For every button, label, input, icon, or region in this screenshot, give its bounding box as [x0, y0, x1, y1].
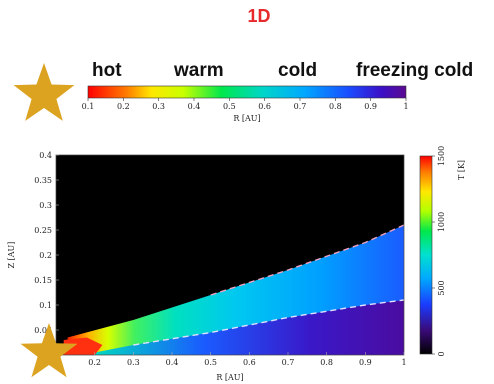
heading-1d: 1D — [247, 6, 271, 26]
heatmap-ytick-label: 0.4 — [39, 151, 52, 160]
heatmap-xtick-label: 0.2 — [88, 358, 101, 367]
star-icon — [20, 323, 78, 378]
colorbar-1d-tick-label: 0.9 — [364, 102, 377, 111]
heatmap-xtick-label: 0.7 — [282, 358, 295, 367]
colorbar-1d-ticks: 0.1 0.2 0.3 0.4 0.5 0.6 0.7 0.8 0.9 1 — [82, 98, 409, 111]
colorbar-1d-tick-label: 0.5 — [223, 102, 236, 111]
midplane-boundary-line — [133, 299, 405, 346]
heatmap-ytick-label: 0.1 — [39, 301, 52, 310]
heatmap-xtick-label: 0.6 — [243, 358, 256, 367]
label-hot: hot — [92, 60, 122, 81]
heatmap-xlabel: R [AU] — [216, 373, 243, 382]
colorbar-1d-tick-label: 0.7 — [294, 102, 307, 111]
star-icon — [13, 63, 75, 121]
colorbar-temperature-tick-label: 0 — [437, 351, 446, 356]
colorbar-temperature-label: T [K] — [457, 160, 466, 180]
colorbar-1d — [87, 85, 407, 99]
heatmap-xtick-label: 0.4 — [166, 358, 179, 367]
colorbar-temperature — [419, 155, 433, 355]
heatmap-xtick-label: 1 — [401, 358, 406, 367]
colorbar-1d-tick-label: 0.3 — [152, 102, 165, 111]
colorbar-1d-tick-label: 0.1 — [82, 102, 95, 111]
heatmap-ylabel: Z [AU] — [7, 242, 16, 269]
colorbar-1d-xlabel: R [AU] — [233, 114, 260, 123]
label-cold: cold — [278, 60, 318, 81]
colorbar-1d-tick-label: 0.2 — [117, 102, 130, 111]
colorbar-temperature-tick-label: 500 — [437, 280, 446, 295]
colorbar-1d-tick-label: 1 — [403, 102, 408, 111]
colorbar-1d-tick-label: 0.4 — [188, 102, 201, 111]
heatmap-ytick-label: 0.25 — [34, 226, 52, 235]
heatmap-xtick-label: 0.5 — [204, 358, 217, 367]
heatmap-xtick-label: 0.9 — [359, 358, 372, 367]
disk-midplane-layer — [94, 300, 404, 355]
label-warm: warm — [174, 60, 224, 81]
heatmap-yticks: 0.05 0.1 0.15 0.2 0.25 0.3 0.35 0.4 — [34, 151, 59, 335]
heatmap-xtick-label: 0.3 — [127, 358, 140, 367]
heatmap-ytick-label: 0.15 — [34, 276, 52, 285]
heatmap-xtick-label: 0.8 — [320, 358, 333, 367]
heatmap-ytick-label: 0.2 — [39, 251, 52, 260]
surface-boundary-line — [210, 224, 405, 296]
disk-hot-inner — [63, 337, 103, 355]
heatmap-2d — [56, 155, 405, 355]
heatmap-ytick-label: 0.3 — [39, 201, 52, 210]
colorbar-1d-tick-label: 0.8 — [329, 102, 342, 111]
colorbar-temperature-tick-label: 1500 — [437, 146, 446, 166]
label-freezing-cold: freezing cold — [356, 60, 474, 81]
colorbar-temperature-tick-label: 1000 — [437, 212, 446, 232]
heatmap-ytick-label: 0.05 — [34, 326, 52, 335]
colorbar-1d-tick-label: 0.6 — [258, 102, 271, 111]
heatmap-ytick-label: 0.35 — [34, 176, 52, 185]
colorbar-temperature-ticks: 0 500 1000 1500 — [432, 146, 446, 357]
